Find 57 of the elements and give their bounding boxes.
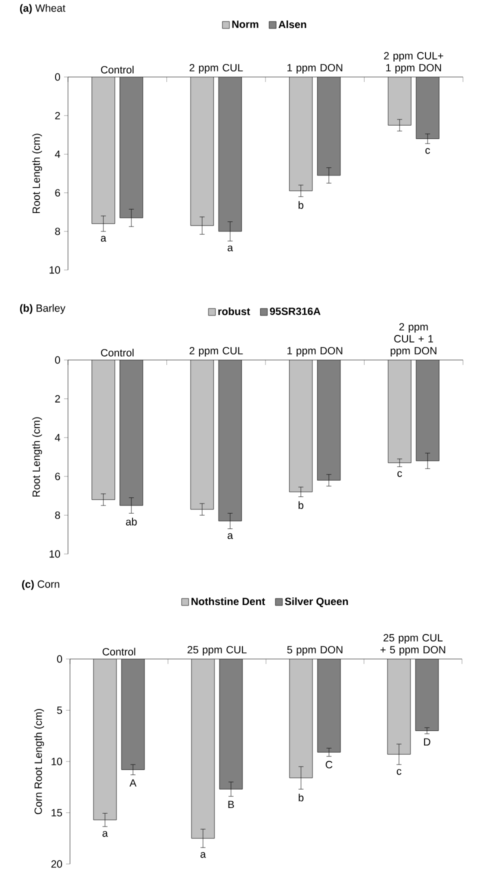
legend-label: Nothstine Dent bbox=[192, 597, 266, 606]
legend-label: Silver Queen bbox=[284, 597, 348, 608]
chart-title: (c) Corn bbox=[22, 580, 60, 590]
x-tick-label: 25 ppm CUL + 5 ppm DON bbox=[380, 634, 446, 656]
y-tick-label: 10 bbox=[50, 266, 60, 274]
x-tick-label: Control bbox=[102, 648, 136, 656]
annotation: b bbox=[298, 501, 304, 509]
y-tick-label: 8 bbox=[55, 511, 60, 519]
x-tick-label: 2 ppm CUL bbox=[190, 347, 243, 356]
annotation: b bbox=[298, 794, 304, 802]
annotation: a bbox=[200, 852, 206, 858]
y-axis-title: Root Length (cm) bbox=[32, 417, 42, 497]
x-tick-label: 1 ppm DON bbox=[287, 347, 342, 356]
annotation: a bbox=[228, 246, 234, 252]
x-tick-label: 2 ppm CUL+ 1 ppm DON bbox=[384, 52, 444, 74]
x-tick-label: 1 ppm DON bbox=[287, 64, 342, 74]
annotation: C bbox=[326, 760, 332, 768]
annotation: A bbox=[130, 779, 136, 787]
y-tick-label: 2 bbox=[55, 112, 60, 120]
legend-label: Norm bbox=[232, 20, 258, 28]
x-tick-label: Control bbox=[101, 348, 134, 356]
y-tick-label: 10 bbox=[52, 758, 62, 766]
y-tick-label: 8 bbox=[55, 228, 60, 236]
annotation: ab bbox=[126, 518, 137, 526]
y-tick-label: 5 bbox=[57, 706, 62, 714]
annotation: a bbox=[100, 236, 106, 242]
y-tick-label: 6 bbox=[55, 472, 60, 480]
chart-title: (a) Wheat bbox=[20, 4, 66, 14]
y-tick-label: 6 bbox=[55, 189, 60, 196]
annotation: B bbox=[228, 800, 234, 808]
annotation: a bbox=[102, 831, 108, 837]
y-tick-label: 10 bbox=[50, 550, 60, 558]
legend-label: Alsen bbox=[278, 20, 306, 28]
annotation: c bbox=[425, 148, 430, 154]
y-tick-label: 4 bbox=[54, 150, 60, 158]
x-tick-label: 2 ppm CUL + 1 ppm DON bbox=[390, 323, 436, 356]
legend-label: robust bbox=[218, 307, 250, 316]
y-axis-title: Root Length (cm) bbox=[32, 134, 42, 214]
y-tick-label: 15 bbox=[52, 809, 62, 816]
y-tick-label: 20 bbox=[51, 860, 62, 868]
legend-label: 95SR316A bbox=[270, 308, 320, 316]
annotation: a bbox=[228, 533, 234, 540]
x-tick-label: 2 ppm CUL bbox=[190, 64, 243, 74]
x-tick-label: 25 ppm CUL bbox=[188, 646, 247, 656]
x-tick-label: Control bbox=[101, 66, 134, 74]
y-axis-title: Corn Root Length (cm) bbox=[34, 708, 44, 814]
annotation: c bbox=[396, 769, 402, 775]
x-tick-label: 5 ppm DON bbox=[287, 646, 342, 656]
y-tick-label: 4 bbox=[54, 434, 60, 442]
y-tick-label: 2 bbox=[55, 395, 60, 402]
annotation: b bbox=[298, 201, 304, 209]
annotation: c bbox=[397, 471, 402, 477]
chart-title: (b) Barley bbox=[20, 304, 66, 314]
y-tick-label: 0 bbox=[55, 356, 60, 364]
annotation: D bbox=[424, 738, 430, 746]
y-tick-label: 0 bbox=[55, 73, 60, 81]
y-tick-label: 0 bbox=[57, 655, 62, 663]
